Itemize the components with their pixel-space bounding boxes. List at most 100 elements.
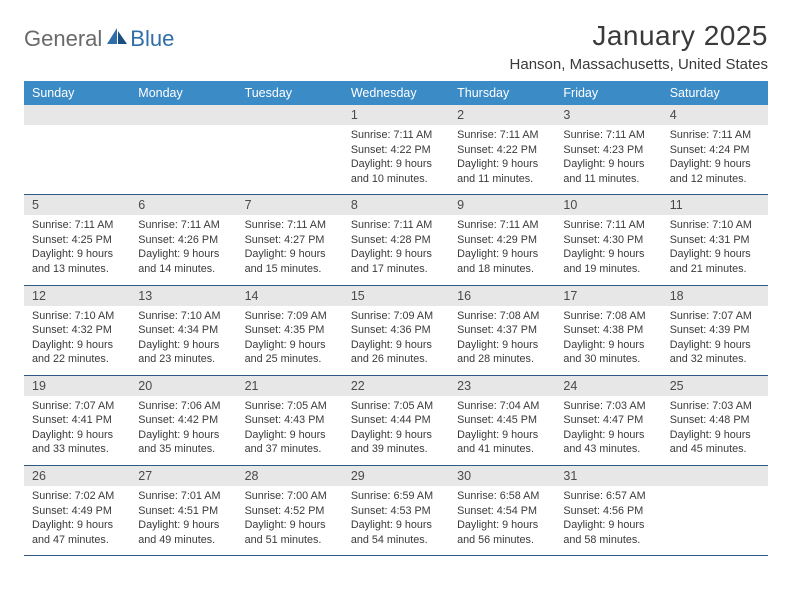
day-number: 17 xyxy=(555,286,661,306)
day-detail: Sunrise: 7:07 AM Sunset: 4:41 PM Dayligh… xyxy=(24,396,130,465)
day-number: 6 xyxy=(130,195,236,215)
day-cell: 20Sunrise: 7:06 AM Sunset: 4:42 PM Dayli… xyxy=(130,375,236,465)
day-cell: 22Sunrise: 7:05 AM Sunset: 4:44 PM Dayli… xyxy=(343,375,449,465)
header: General Blue January 2025 Hanson, Massac… xyxy=(24,20,768,73)
dow-sunday: Sunday xyxy=(24,81,130,105)
day-detail: Sunrise: 7:11 AM Sunset: 4:27 PM Dayligh… xyxy=(237,215,343,284)
day-cell: 1Sunrise: 7:11 AM Sunset: 4:22 PM Daylig… xyxy=(343,105,449,195)
day-number: 30 xyxy=(449,466,555,486)
day-detail xyxy=(24,125,130,187)
day-detail xyxy=(130,125,236,187)
day-cell: 8Sunrise: 7:11 AM Sunset: 4:28 PM Daylig… xyxy=(343,195,449,285)
week-row: 19Sunrise: 7:07 AM Sunset: 4:41 PM Dayli… xyxy=(24,375,768,465)
day-detail: Sunrise: 7:11 AM Sunset: 4:26 PM Dayligh… xyxy=(130,215,236,284)
day-number: 5 xyxy=(24,195,130,215)
day-detail xyxy=(662,486,768,548)
day-detail: Sunrise: 7:09 AM Sunset: 4:36 PM Dayligh… xyxy=(343,306,449,375)
calendar-body: 1Sunrise: 7:11 AM Sunset: 4:22 PM Daylig… xyxy=(24,105,768,556)
title-block: January 2025 Hanson, Massachusetts, Unit… xyxy=(510,20,768,73)
day-cell: 16Sunrise: 7:08 AM Sunset: 4:37 PM Dayli… xyxy=(449,285,555,375)
day-number: 24 xyxy=(555,376,661,396)
day-detail: Sunrise: 7:08 AM Sunset: 4:38 PM Dayligh… xyxy=(555,306,661,375)
day-cell: 17Sunrise: 7:08 AM Sunset: 4:38 PM Dayli… xyxy=(555,285,661,375)
day-detail: Sunrise: 6:59 AM Sunset: 4:53 PM Dayligh… xyxy=(343,486,449,555)
day-number: 22 xyxy=(343,376,449,396)
dow-friday: Friday xyxy=(555,81,661,105)
week-row: 26Sunrise: 7:02 AM Sunset: 4:49 PM Dayli… xyxy=(24,466,768,556)
day-number: 29 xyxy=(343,466,449,486)
dow-monday: Monday xyxy=(130,81,236,105)
day-number: 21 xyxy=(237,376,343,396)
day-cell xyxy=(24,105,130,195)
day-detail: Sunrise: 7:06 AM Sunset: 4:42 PM Dayligh… xyxy=(130,396,236,465)
day-number: 1 xyxy=(343,105,449,125)
day-detail: Sunrise: 7:11 AM Sunset: 4:30 PM Dayligh… xyxy=(555,215,661,284)
day-cell: 12Sunrise: 7:10 AM Sunset: 4:32 PM Dayli… xyxy=(24,285,130,375)
day-cell: 15Sunrise: 7:09 AM Sunset: 4:36 PM Dayli… xyxy=(343,285,449,375)
week-row: 1Sunrise: 7:11 AM Sunset: 4:22 PM Daylig… xyxy=(24,105,768,195)
day-detail: Sunrise: 6:57 AM Sunset: 4:56 PM Dayligh… xyxy=(555,486,661,555)
day-number: 10 xyxy=(555,195,661,215)
day-detail: Sunrise: 7:01 AM Sunset: 4:51 PM Dayligh… xyxy=(130,486,236,555)
day-detail: Sunrise: 7:11 AM Sunset: 4:29 PM Dayligh… xyxy=(449,215,555,284)
day-detail: Sunrise: 7:10 AM Sunset: 4:34 PM Dayligh… xyxy=(130,306,236,375)
day-cell: 13Sunrise: 7:10 AM Sunset: 4:34 PM Dayli… xyxy=(130,285,236,375)
day-number: 4 xyxy=(662,105,768,125)
day-cell xyxy=(237,105,343,195)
day-number: 7 xyxy=(237,195,343,215)
day-cell: 28Sunrise: 7:00 AM Sunset: 4:52 PM Dayli… xyxy=(237,466,343,556)
day-number: 19 xyxy=(24,376,130,396)
day-cell: 18Sunrise: 7:07 AM Sunset: 4:39 PM Dayli… xyxy=(662,285,768,375)
dow-row: Sunday Monday Tuesday Wednesday Thursday… xyxy=(24,81,768,105)
day-number: 9 xyxy=(449,195,555,215)
calendar-table: Sunday Monday Tuesday Wednesday Thursday… xyxy=(24,81,768,556)
day-cell: 4Sunrise: 7:11 AM Sunset: 4:24 PM Daylig… xyxy=(662,105,768,195)
day-detail: Sunrise: 7:11 AM Sunset: 4:25 PM Dayligh… xyxy=(24,215,130,284)
day-detail: Sunrise: 7:11 AM Sunset: 4:23 PM Dayligh… xyxy=(555,125,661,194)
day-cell: 29Sunrise: 6:59 AM Sunset: 4:53 PM Dayli… xyxy=(343,466,449,556)
day-number: 28 xyxy=(237,466,343,486)
day-number xyxy=(237,105,343,125)
day-detail: Sunrise: 7:08 AM Sunset: 4:37 PM Dayligh… xyxy=(449,306,555,375)
day-cell: 31Sunrise: 6:57 AM Sunset: 4:56 PM Dayli… xyxy=(555,466,661,556)
day-cell: 11Sunrise: 7:10 AM Sunset: 4:31 PM Dayli… xyxy=(662,195,768,285)
brand-part1: General xyxy=(24,26,102,52)
day-cell: 10Sunrise: 7:11 AM Sunset: 4:30 PM Dayli… xyxy=(555,195,661,285)
day-detail: Sunrise: 7:11 AM Sunset: 4:22 PM Dayligh… xyxy=(449,125,555,194)
day-detail xyxy=(237,125,343,187)
day-cell: 2Sunrise: 7:11 AM Sunset: 4:22 PM Daylig… xyxy=(449,105,555,195)
day-cell: 25Sunrise: 7:03 AM Sunset: 4:48 PM Dayli… xyxy=(662,375,768,465)
day-cell: 26Sunrise: 7:02 AM Sunset: 4:49 PM Dayli… xyxy=(24,466,130,556)
brand-part2: Blue xyxy=(130,26,174,52)
day-detail: Sunrise: 7:10 AM Sunset: 4:32 PM Dayligh… xyxy=(24,306,130,375)
brand-logo: General Blue xyxy=(24,26,174,52)
brand-sail-icon xyxy=(106,27,128,45)
day-number: 11 xyxy=(662,195,768,215)
day-cell: 5Sunrise: 7:11 AM Sunset: 4:25 PM Daylig… xyxy=(24,195,130,285)
location: Hanson, Massachusetts, United States xyxy=(510,56,768,73)
day-detail: Sunrise: 7:11 AM Sunset: 4:24 PM Dayligh… xyxy=(662,125,768,194)
day-detail: Sunrise: 7:03 AM Sunset: 4:48 PM Dayligh… xyxy=(662,396,768,465)
day-number: 27 xyxy=(130,466,236,486)
day-cell: 21Sunrise: 7:05 AM Sunset: 4:43 PM Dayli… xyxy=(237,375,343,465)
day-detail: Sunrise: 7:02 AM Sunset: 4:49 PM Dayligh… xyxy=(24,486,130,555)
day-number: 15 xyxy=(343,286,449,306)
dow-wednesday: Wednesday xyxy=(343,81,449,105)
day-number: 18 xyxy=(662,286,768,306)
day-detail: Sunrise: 6:58 AM Sunset: 4:54 PM Dayligh… xyxy=(449,486,555,555)
calendar-page: General Blue January 2025 Hanson, Massac… xyxy=(0,0,792,576)
day-number: 14 xyxy=(237,286,343,306)
day-cell xyxy=(662,466,768,556)
day-cell: 19Sunrise: 7:07 AM Sunset: 4:41 PM Dayli… xyxy=(24,375,130,465)
day-number: 2 xyxy=(449,105,555,125)
week-row: 5Sunrise: 7:11 AM Sunset: 4:25 PM Daylig… xyxy=(24,195,768,285)
day-number: 3 xyxy=(555,105,661,125)
day-number: 16 xyxy=(449,286,555,306)
day-cell: 3Sunrise: 7:11 AM Sunset: 4:23 PM Daylig… xyxy=(555,105,661,195)
dow-tuesday: Tuesday xyxy=(237,81,343,105)
day-number: 31 xyxy=(555,466,661,486)
day-cell: 23Sunrise: 7:04 AM Sunset: 4:45 PM Dayli… xyxy=(449,375,555,465)
month-year: January 2025 xyxy=(510,20,768,52)
day-number xyxy=(130,105,236,125)
day-detail: Sunrise: 7:03 AM Sunset: 4:47 PM Dayligh… xyxy=(555,396,661,465)
